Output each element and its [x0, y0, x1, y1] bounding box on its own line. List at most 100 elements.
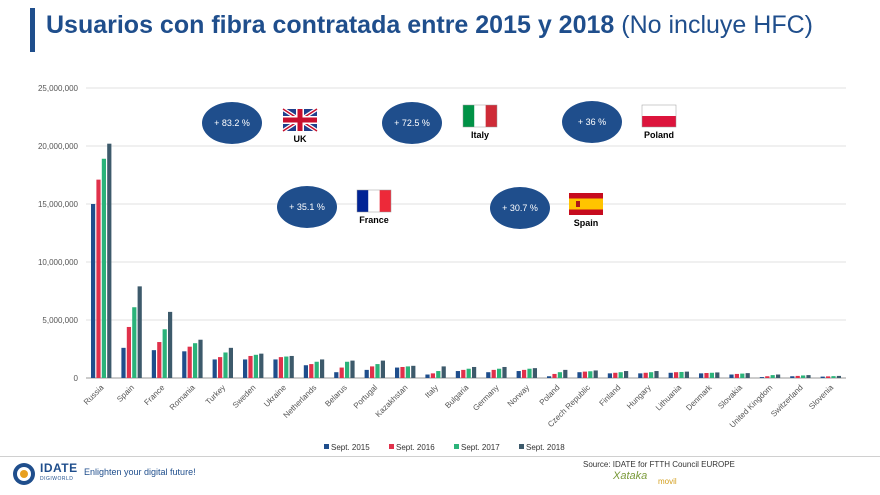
bar [132, 307, 137, 378]
bar [455, 371, 460, 378]
xataka-movil-logo: movil [658, 477, 677, 486]
bar [395, 367, 400, 378]
bar [563, 369, 568, 378]
idate-brand-sub: DIGIWORLD [40, 476, 74, 482]
flag-border [641, 104, 677, 128]
bar [486, 372, 491, 378]
bar [593, 370, 598, 378]
y-tick-label: 25,000,000 [38, 84, 79, 93]
poland-flag-red [642, 116, 676, 127]
spain-flag-yellow [569, 198, 603, 210]
spain-flag-emblem [576, 201, 580, 207]
bar [223, 352, 228, 378]
france-flag-red [379, 190, 391, 212]
bar [522, 369, 527, 378]
bar [243, 359, 248, 378]
bar [430, 373, 435, 378]
bar-chart: 0 5,000,000 10,000,000 15,000,000 20,000,000… [38, 84, 846, 452]
xataka-logo: Xataka [613, 470, 648, 482]
bar [441, 366, 446, 378]
bar [790, 376, 795, 378]
bar [820, 376, 825, 378]
y-tick-label: 0 [74, 374, 79, 383]
bar [516, 371, 521, 378]
growth-label: + 36 % [578, 117, 606, 127]
uk-flag-cross [283, 117, 317, 123]
bar [228, 347, 233, 378]
bar [740, 373, 745, 378]
bar [491, 369, 496, 378]
bar [497, 368, 502, 378]
growth-bubble [202, 102, 262, 144]
bar [151, 350, 156, 378]
country-label: UK [294, 134, 307, 144]
bar [182, 351, 187, 378]
x-tick-label: Slovenia [807, 383, 835, 411]
legend-label: Sept. 2017 [461, 443, 500, 452]
bar [436, 371, 441, 378]
bar [679, 371, 684, 378]
x-tick-label: Kazakhstan [374, 383, 410, 419]
bar [345, 361, 350, 378]
bar [704, 373, 709, 378]
bar [126, 326, 131, 378]
bar [273, 359, 278, 378]
bar [745, 373, 750, 378]
title-accent-bar [30, 8, 35, 52]
bar [218, 357, 223, 378]
bar [187, 346, 192, 378]
y-tick-label: 10,000,000 [38, 258, 79, 267]
x-tick-label: Hungary [625, 383, 653, 411]
bar [370, 366, 375, 378]
bar [729, 374, 734, 378]
x-tick-label: Norway [506, 383, 532, 409]
bar [96, 179, 101, 378]
bar [107, 143, 112, 378]
x-tick-label: Germany [471, 383, 501, 413]
bar [618, 372, 623, 378]
bar [411, 365, 416, 378]
x-tick-label: Sweden [231, 383, 258, 410]
growth-bubble [490, 187, 550, 229]
legend-swatch [519, 444, 524, 449]
bar [303, 365, 308, 378]
bar [461, 369, 466, 378]
bar [350, 360, 355, 378]
y-tick-label: 15,000,000 [38, 200, 79, 209]
bar [375, 364, 380, 378]
bar [157, 342, 162, 378]
bar [309, 364, 314, 378]
bar [654, 371, 659, 378]
x-tick-label: Denmark [684, 382, 714, 412]
italy-flag-white [474, 105, 486, 127]
bar [314, 361, 319, 378]
bar [278, 357, 283, 378]
bar [466, 368, 471, 378]
country-label: France [359, 215, 389, 225]
bar [643, 372, 648, 378]
italy-flag-red [485, 105, 497, 127]
bar [400, 366, 405, 378]
bar [193, 343, 198, 378]
y-tick-label: 20,000,000 [38, 142, 79, 151]
bar [577, 372, 582, 378]
title-note: (No incluye HFC) [621, 11, 813, 39]
bar [552, 373, 557, 378]
france-flag-icon [357, 190, 369, 212]
bar [425, 374, 430, 378]
bar [380, 360, 385, 378]
bar [289, 355, 294, 378]
bar [607, 373, 612, 378]
bar [765, 376, 770, 378]
idate-brand: IDATE [40, 461, 78, 475]
x-tick-label: Slovakia [716, 383, 744, 411]
bar [259, 353, 264, 378]
bar [557, 372, 562, 378]
bar [582, 371, 587, 378]
legend-swatch [389, 444, 394, 449]
bar [674, 372, 679, 378]
bar [253, 354, 258, 378]
x-tick-label: Switzerland [769, 383, 805, 419]
legend-swatch [454, 444, 459, 449]
bar [248, 355, 253, 378]
